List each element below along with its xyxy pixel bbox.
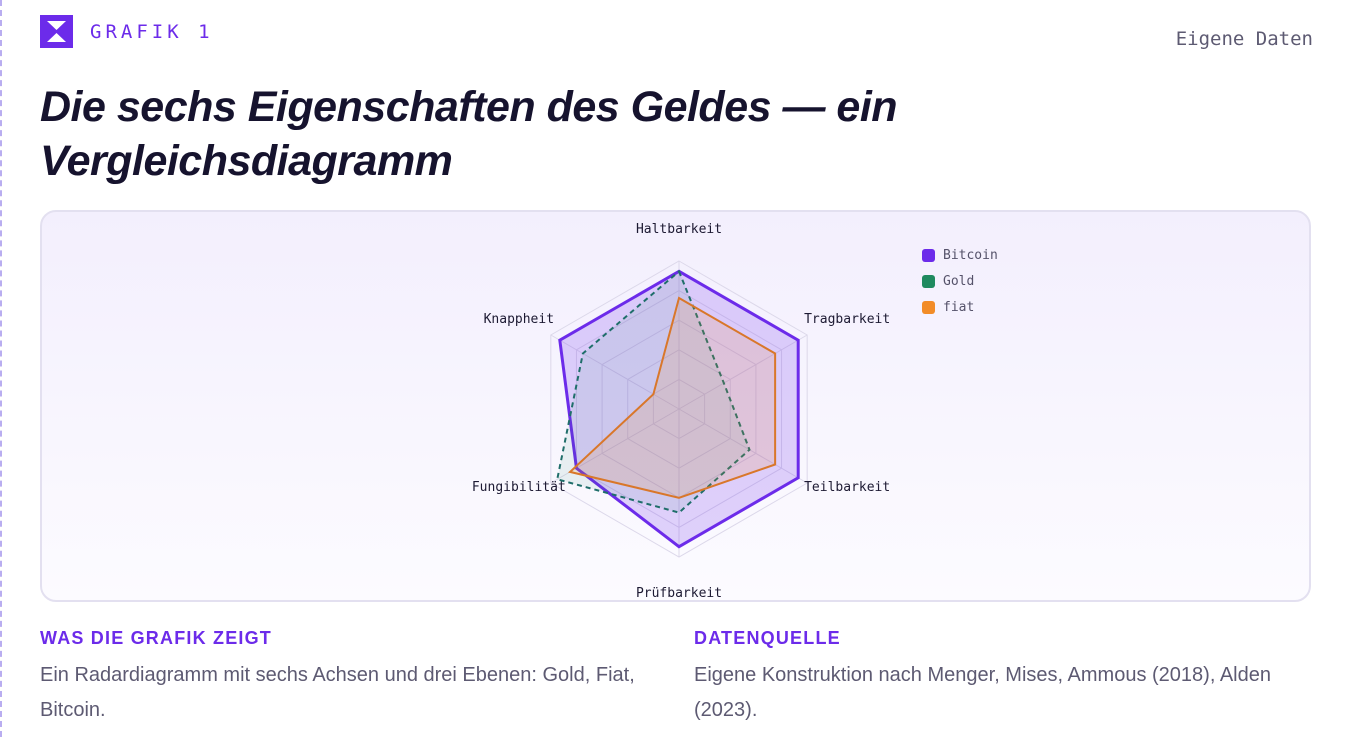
axis-line-3 (678, 408, 808, 484)
chart-legend: Bitcoin Gold fiat (922, 242, 998, 320)
axis-label-2: Tragbarkeit (804, 312, 890, 327)
axis-label-3: Teilbarkeit (804, 480, 890, 495)
axis-line-6 (550, 334, 680, 410)
page-title: Die sechs Eigenschaften des Geldes — ein… (40, 83, 898, 185)
source-heading: DATENQUELLE (694, 628, 841, 648)
legend-item-gold: Gold (922, 268, 998, 294)
legend-label: Bitcoin (943, 247, 998, 263)
source-note: Eigene Daten (1175, 28, 1313, 50)
source-text: Eigene Konstruktion nach Menger, Mises, … (694, 664, 1271, 721)
legend-item-fiat: fiat (922, 294, 998, 320)
radar-chart: Haltbarkeit Tragbarkeit Teilbarkeit Prüfbar… (472, 222, 890, 601)
legend-swatch (922, 274, 935, 288)
figure-label: GRAFIK 1 (90, 20, 214, 43)
left-dashed-rule (0, 0, 2, 737)
chart-panel: Haltbarkeit Tragbarkeit Teilbarkeit Prüfbar… (40, 210, 1311, 602)
axis-label-6: Knappheit (484, 312, 554, 327)
what-text: Ein Radardiagramm mit sechs Achsen und d… (40, 664, 635, 721)
legend-item-bitcoin: Bitcoin (922, 242, 998, 268)
what-section: WAS DIE GRAFIK ZEIGT Ein Radardiagramm m… (40, 628, 660, 728)
what-heading: WAS DIE GRAFIK ZEIGT (40, 628, 273, 648)
legend-swatch (922, 300, 935, 314)
legend-label: fiat (943, 299, 975, 315)
axis-label-1: Haltbarkeit (636, 222, 722, 237)
brand-logo-icon (40, 15, 73, 48)
legend-swatch (922, 248, 935, 262)
series-fiat-polygon (568, 296, 777, 499)
axis-label-4: Prüfbarkeit (636, 586, 722, 601)
brand: GRAFIK 1 (40, 15, 214, 48)
axis-line-2 (678, 334, 808, 410)
source-section: DATENQUELLE Eigene Konstruktion nach Men… (694, 628, 1314, 728)
axis-label-5: Fungibilität (472, 480, 566, 495)
legend-label: Gold (943, 273, 975, 289)
